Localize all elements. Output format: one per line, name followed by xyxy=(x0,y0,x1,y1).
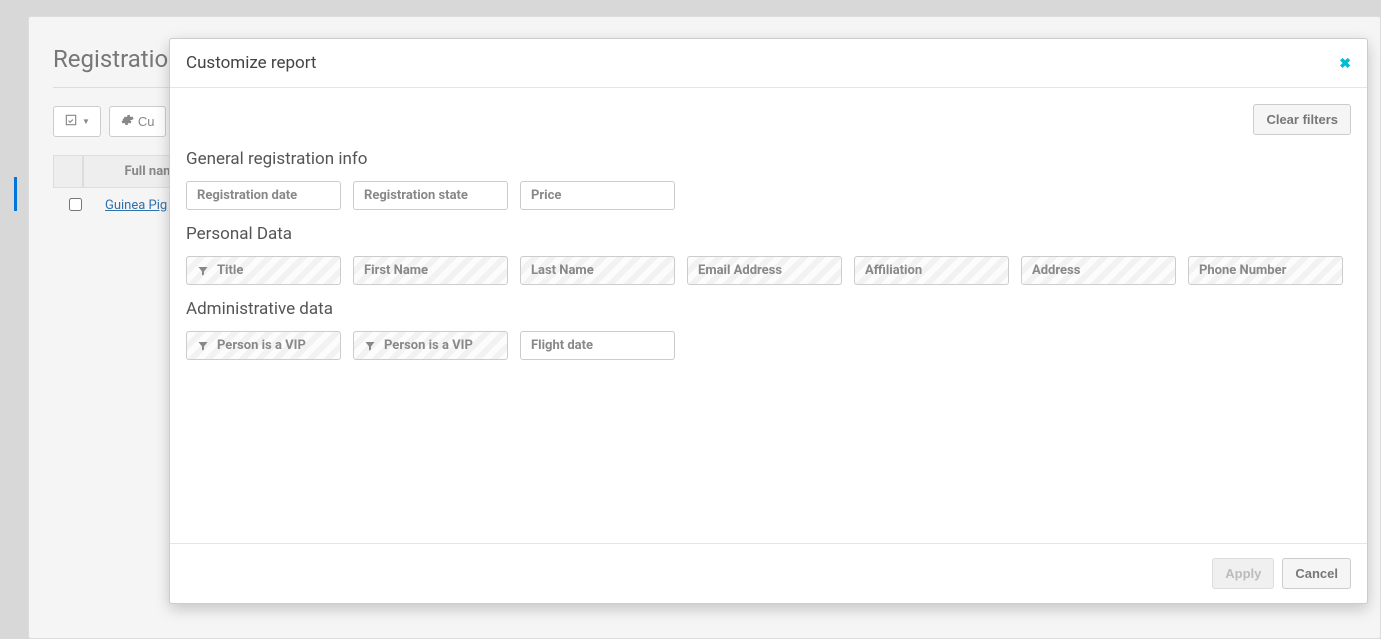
chip-person-vip-1[interactable]: Person is a VIP xyxy=(186,331,341,360)
chip-registration-state[interactable]: Registration state xyxy=(353,181,508,210)
chip-label: Registration state xyxy=(364,188,468,203)
chip-label: First Name xyxy=(364,263,428,278)
chip-label: Address xyxy=(1032,263,1080,278)
chip-row-personal: Title First Name Last Name Email Address… xyxy=(186,256,1351,285)
chip-title[interactable]: Title xyxy=(186,256,341,285)
chip-address[interactable]: Address xyxy=(1021,256,1176,285)
chip-label: Registration date xyxy=(197,188,297,203)
modal-footer: Apply Cancel xyxy=(170,543,1367,603)
section-heading-admin: Administrative data xyxy=(186,299,1351,319)
chip-phone[interactable]: Phone Number xyxy=(1188,256,1343,285)
chip-label: Affiliation xyxy=(865,263,922,278)
chip-row-admin: Person is a VIP Person is a VIP Flight d… xyxy=(186,331,1351,360)
cancel-button[interactable]: Cancel xyxy=(1282,558,1351,589)
chip-email[interactable]: Email Address xyxy=(687,256,842,285)
filter-icon xyxy=(364,340,376,352)
chip-affiliation[interactable]: Affiliation xyxy=(854,256,1009,285)
chip-last-name[interactable]: Last Name xyxy=(520,256,675,285)
chip-label: Flight date xyxy=(531,338,593,353)
clear-filters-button[interactable]: Clear filters xyxy=(1253,104,1351,135)
section-heading-personal: Personal Data xyxy=(186,224,1351,244)
chip-person-vip-2[interactable]: Person is a VIP xyxy=(353,331,508,360)
chip-registration-date[interactable]: Registration date xyxy=(186,181,341,210)
modal-body: Clear filters General registration info … xyxy=(170,88,1367,543)
chip-label: Email Address xyxy=(698,263,782,278)
chip-label: Phone Number xyxy=(1199,263,1286,278)
chip-label: Last Name xyxy=(531,263,594,278)
chip-first-name[interactable]: First Name xyxy=(353,256,508,285)
chip-price[interactable]: Price xyxy=(520,181,675,210)
filter-icon xyxy=(197,265,209,277)
customize-report-modal: Customize report ✖ Clear filters General… xyxy=(169,38,1368,604)
modal-title: Customize report xyxy=(186,53,316,73)
section-heading-general: General registration info xyxy=(186,149,1351,169)
chip-label: Price xyxy=(531,188,561,203)
chip-label: Title xyxy=(217,263,243,278)
chip-flight-date[interactable]: Flight date xyxy=(520,331,675,360)
modal-header: Customize report ✖ xyxy=(170,39,1367,88)
chip-label: Person is a VIP xyxy=(384,338,473,353)
apply-button[interactable]: Apply xyxy=(1212,558,1274,589)
close-icon[interactable]: ✖ xyxy=(1339,55,1351,72)
chip-row-general: Registration date Registration state Pri… xyxy=(186,181,1351,210)
chip-label: Person is a VIP xyxy=(217,338,306,353)
filter-icon xyxy=(197,340,209,352)
